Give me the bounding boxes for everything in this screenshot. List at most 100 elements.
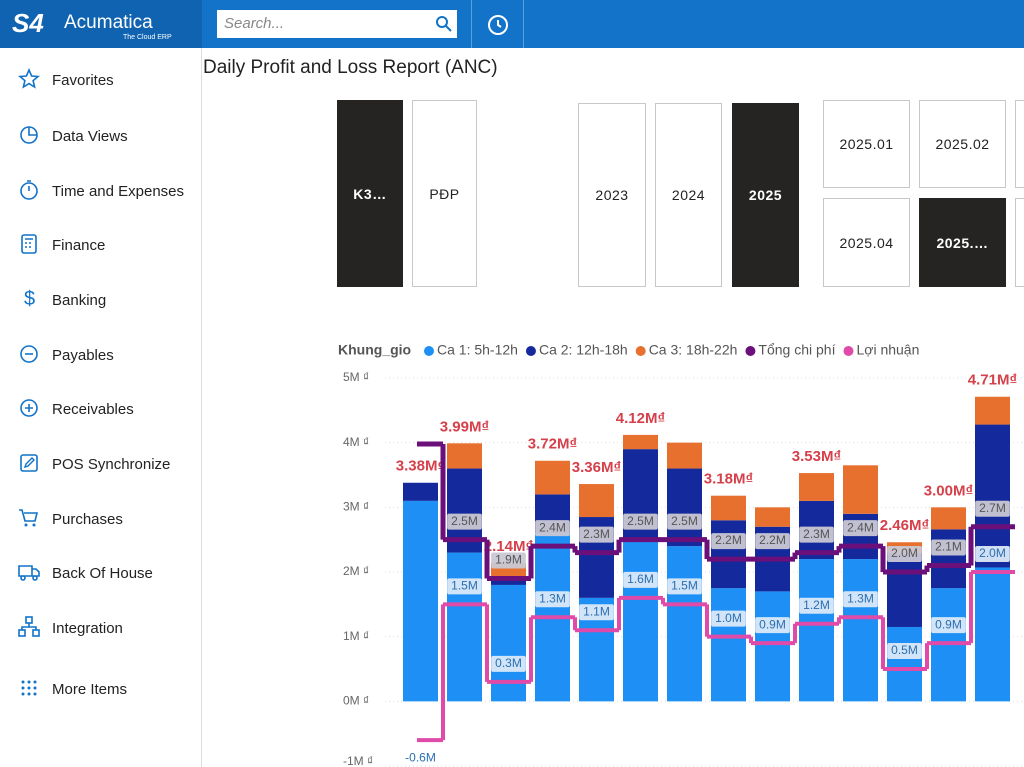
search-box[interactable]: Search...: [217, 10, 457, 38]
search-icon[interactable]: [435, 15, 453, 33]
nav-icon: [20, 180, 38, 200]
nav-item[interactable]: Payables: [0, 335, 201, 375]
slicer-tile[interactable]: 2025.…: [919, 198, 1006, 287]
total-label: 4.12M₫: [616, 410, 665, 427]
data-label-box: [535, 591, 570, 608]
data-label: 2.4M: [539, 520, 566, 534]
slicer-tile[interactable]: 2025.01: [823, 100, 910, 188]
total-label: 3.99M₫: [440, 418, 489, 435]
nav-item[interactable]: $ Banking: [0, 280, 201, 320]
bar-segment: [667, 546, 702, 702]
y-tick-label: 0M ₫: [343, 694, 369, 708]
data-label: -0.6M: [405, 750, 436, 764]
bar-segment: [755, 591, 790, 702]
data-label: 1.2M: [803, 598, 830, 612]
data-label-box: [491, 552, 526, 569]
slicer-tile[interactable]: 2023: [578, 103, 646, 287]
bar-segment: [535, 460, 570, 495]
slicer-tile[interactable]: 2025.04: [823, 198, 910, 287]
slicer-label: 2025: [748, 187, 783, 203]
nav-label: Payables: [52, 347, 114, 364]
data-label: 0.3M: [495, 656, 522, 670]
y-tick-label: -1M ₫: [343, 754, 373, 767]
nav-item[interactable]: Receivables: [0, 389, 201, 429]
data-label: 1.5M: [671, 579, 698, 593]
legend-swatch: [525, 346, 536, 356]
slicer-tile-cut[interactable]: [1015, 100, 1024, 188]
total-label: 3.00M₫: [924, 482, 973, 499]
bar-segment: [755, 507, 790, 527]
legend-swatch: [424, 346, 434, 356]
slicer-tile-cut[interactable]: [1015, 198, 1024, 287]
nav-icon: [21, 234, 37, 254]
slicer-label: K3…: [353, 185, 387, 202]
slicer-tile[interactable]: 2025: [732, 103, 799, 287]
nav-label: Receivables: [52, 401, 134, 418]
svg-text:$: $: [24, 288, 35, 310]
slicer-label: 2023: [595, 187, 629, 203]
data-label-box: [491, 655, 526, 672]
slicer-tile[interactable]: PĐP: [412, 100, 477, 287]
nav-item[interactable]: Finance: [0, 225, 201, 265]
nav-label: Banking: [52, 292, 107, 309]
legend-label: Ca 2: 12h-18h: [539, 342, 628, 358]
legend-label: Tổng chi phí: [758, 342, 835, 358]
nav-item[interactable]: Back Of House: [0, 553, 201, 593]
bar-segment: [799, 559, 834, 702]
data-label: 1.5M: [451, 579, 478, 593]
legend-swatch: [745, 346, 756, 356]
data-label: 1.3M: [847, 591, 874, 605]
total-label: 3.38M₫: [396, 458, 445, 475]
nav-item[interactable]: POS Synchronize: [0, 444, 201, 484]
bar-segment: [887, 553, 922, 627]
nav-item[interactable]: Purchases: [0, 499, 201, 539]
bar-segment: [975, 567, 1010, 702]
data-label-box: [887, 546, 922, 562]
data-label: 1.6M: [627, 572, 654, 586]
nav-item[interactable]: Favorites: [0, 60, 201, 100]
data-label: 1.0M: [715, 611, 742, 625]
nav-item[interactable]: Data Views: [0, 116, 201, 156]
data-label: 0.5M: [891, 643, 918, 657]
data-label: 2.5M: [451, 514, 478, 528]
legend-swatch: [635, 346, 646, 356]
data-label: 2.0M: [891, 546, 918, 560]
sidebar: Favorites Data Views Time and Expenses Fina…: [0, 48, 202, 767]
data-label: 0.9M: [759, 617, 786, 631]
nav-label: Integration: [52, 620, 123, 637]
nav-item[interactable]: More Items: [0, 669, 201, 709]
nav-item[interactable]: Integration: [0, 608, 201, 648]
nav-icon: [19, 509, 39, 527]
data-label: 2.7M: [979, 501, 1006, 515]
data-label-box: [579, 604, 614, 621]
total-label: 4.71M₫: [968, 372, 1017, 389]
slicer-tile[interactable]: 2025.02: [919, 100, 1006, 188]
nav-label: POS Synchronize: [52, 456, 171, 473]
data-label: 2.3M: [583, 527, 610, 541]
nav-label: Back Of House: [52, 565, 153, 582]
top-bar: S4 Acumatica The Cloud ERP Search...: [0, 0, 1024, 48]
y-tick-label: 3M ₫: [343, 500, 369, 514]
legend-label: Lợi nhuận: [856, 342, 919, 358]
data-label: 2.5M: [671, 514, 698, 528]
slicer-tile[interactable]: 2024: [655, 103, 722, 287]
nav-item[interactable]: Time and Expenses: [0, 171, 201, 211]
total-label: 3.72M₫: [528, 436, 577, 453]
nav-icon: [20, 399, 38, 417]
nav-label: Data Views: [52, 128, 128, 145]
history-button[interactable]: [471, 0, 524, 48]
data-label: 2.0M: [979, 546, 1006, 560]
nav-label: Finance: [52, 237, 106, 254]
bar-segment: [491, 578, 526, 585]
data-label: 0.9M: [935, 617, 962, 631]
legend-swatch: [843, 346, 854, 356]
data-label: 2.5M: [627, 514, 654, 528]
data-label-box: [975, 546, 1010, 562]
logo-badge: S4: [12, 8, 44, 38]
data-label-box: [755, 533, 790, 550]
slicer-label: PĐP: [429, 185, 460, 202]
data-label-box: [667, 513, 702, 530]
logo[interactable]: S4 Acumatica The Cloud ERP: [0, 0, 202, 48]
slicer-tile[interactable]: K3…: [337, 100, 403, 287]
